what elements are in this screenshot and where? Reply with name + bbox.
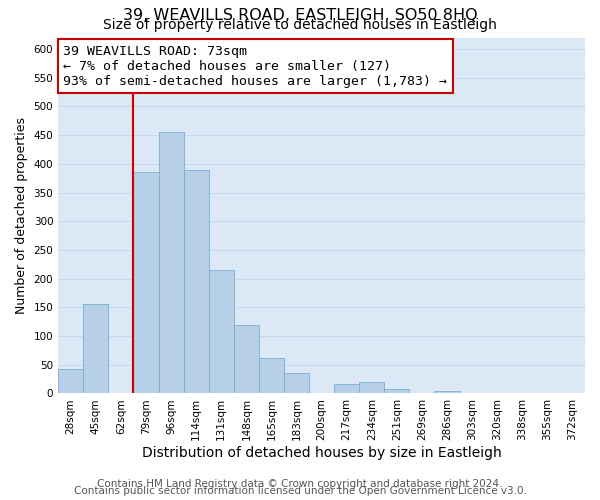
X-axis label: Distribution of detached houses by size in Eastleigh: Distribution of detached houses by size … xyxy=(142,446,502,460)
Bar xyxy=(334,384,359,394)
Bar xyxy=(83,304,109,394)
Bar xyxy=(434,390,460,394)
Bar xyxy=(385,389,409,394)
Text: Contains public sector information licensed under the Open Government Licence v3: Contains public sector information licen… xyxy=(74,486,526,496)
Text: 39, WEAVILLS ROAD, EASTLEIGH, SO50 8HQ: 39, WEAVILLS ROAD, EASTLEIGH, SO50 8HQ xyxy=(122,8,478,22)
Bar xyxy=(284,374,309,394)
Bar xyxy=(58,370,83,394)
Bar xyxy=(234,324,259,394)
Bar xyxy=(158,132,184,394)
Bar xyxy=(359,382,385,394)
Text: Contains HM Land Registry data © Crown copyright and database right 2024.: Contains HM Land Registry data © Crown c… xyxy=(97,479,503,489)
Text: 39 WEAVILLS ROAD: 73sqm
← 7% of detached houses are smaller (127)
93% of semi-de: 39 WEAVILLS ROAD: 73sqm ← 7% of detached… xyxy=(64,44,448,88)
Bar xyxy=(184,170,209,394)
Text: Size of property relative to detached houses in Eastleigh: Size of property relative to detached ho… xyxy=(103,18,497,32)
Y-axis label: Number of detached properties: Number of detached properties xyxy=(15,117,28,314)
Bar xyxy=(259,358,284,394)
Bar xyxy=(209,270,234,394)
Bar xyxy=(133,172,158,394)
